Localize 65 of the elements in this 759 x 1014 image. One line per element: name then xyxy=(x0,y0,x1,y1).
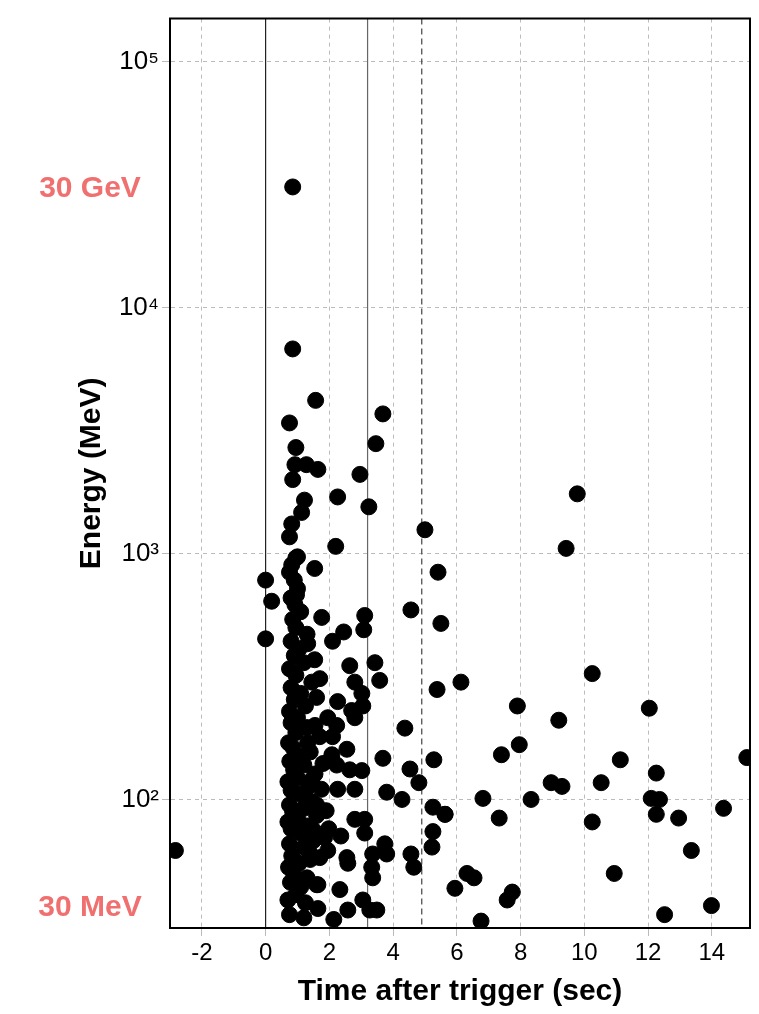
y-tick-label: 10² xyxy=(121,782,160,813)
x-tick-label: 14 xyxy=(698,938,726,966)
y-tick-label: 10⁵ xyxy=(119,45,159,76)
point xyxy=(568,485,586,503)
point xyxy=(702,897,720,915)
y-axis-title: Energy (MeV) xyxy=(73,377,107,570)
x-tick-label: 2 xyxy=(322,938,337,966)
point xyxy=(583,665,601,683)
point xyxy=(257,571,275,589)
point xyxy=(284,340,302,358)
point xyxy=(592,774,610,792)
point xyxy=(446,879,464,897)
point xyxy=(374,405,392,423)
point xyxy=(281,414,299,432)
point xyxy=(416,521,434,539)
point xyxy=(360,498,378,516)
y-tick-label: 10³ xyxy=(121,536,160,567)
point xyxy=(307,391,325,409)
point xyxy=(474,789,492,807)
x-axis-title: Time after trigger (sec) xyxy=(297,973,623,1007)
point xyxy=(257,630,275,648)
point xyxy=(465,869,483,887)
point xyxy=(436,805,454,823)
point xyxy=(281,528,299,546)
point xyxy=(715,799,733,817)
point xyxy=(605,864,623,882)
point xyxy=(498,891,516,909)
point xyxy=(647,764,665,782)
point xyxy=(510,736,528,754)
point xyxy=(351,465,369,483)
point xyxy=(508,697,526,715)
text: 30 GeV xyxy=(39,169,141,203)
x-tick-label: 4 xyxy=(386,938,400,966)
point xyxy=(490,809,508,827)
point xyxy=(656,906,674,924)
x-tick-label: 12 xyxy=(634,938,662,966)
point xyxy=(522,790,540,808)
point xyxy=(284,471,302,489)
point xyxy=(647,805,665,823)
point xyxy=(287,439,305,457)
point xyxy=(472,912,490,928)
x-tick-label: 0 xyxy=(258,938,273,966)
point xyxy=(611,751,629,769)
point xyxy=(550,711,568,729)
point xyxy=(263,592,281,610)
point xyxy=(329,488,347,506)
point xyxy=(640,699,658,717)
point xyxy=(309,460,327,478)
point xyxy=(553,777,571,795)
point xyxy=(284,178,302,196)
point xyxy=(583,813,601,831)
text: 30 MeV xyxy=(38,889,142,923)
x-tick-label: 10 xyxy=(570,938,598,966)
point xyxy=(367,435,385,453)
point xyxy=(557,539,575,557)
point xyxy=(327,537,345,555)
point xyxy=(670,809,688,827)
point xyxy=(492,746,510,764)
x-tick-label: -2 xyxy=(191,938,213,966)
point xyxy=(452,673,470,691)
point xyxy=(293,503,311,521)
y-tick-label: 10⁴ xyxy=(118,290,159,321)
point xyxy=(682,841,700,859)
x-tick-label: 6 xyxy=(450,938,464,966)
x-tick-label: 8 xyxy=(513,938,528,966)
